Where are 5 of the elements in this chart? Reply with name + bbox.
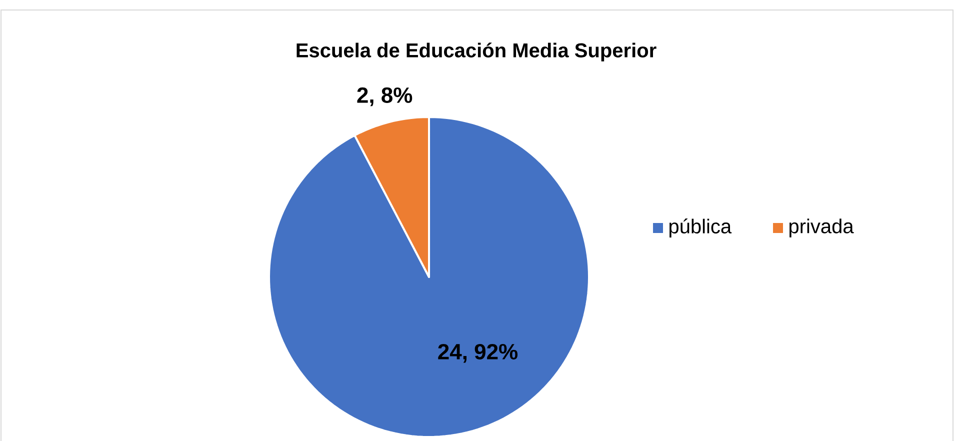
- data-label: 2, 8%: [357, 87, 412, 106]
- legend-label: pública: [670, 218, 732, 238]
- legend-label: privada: [790, 218, 854, 238]
- chart-title: Escuela de Educación Media Superior: [296, 42, 656, 62]
- data-label: 24, 92%: [438, 344, 518, 363]
